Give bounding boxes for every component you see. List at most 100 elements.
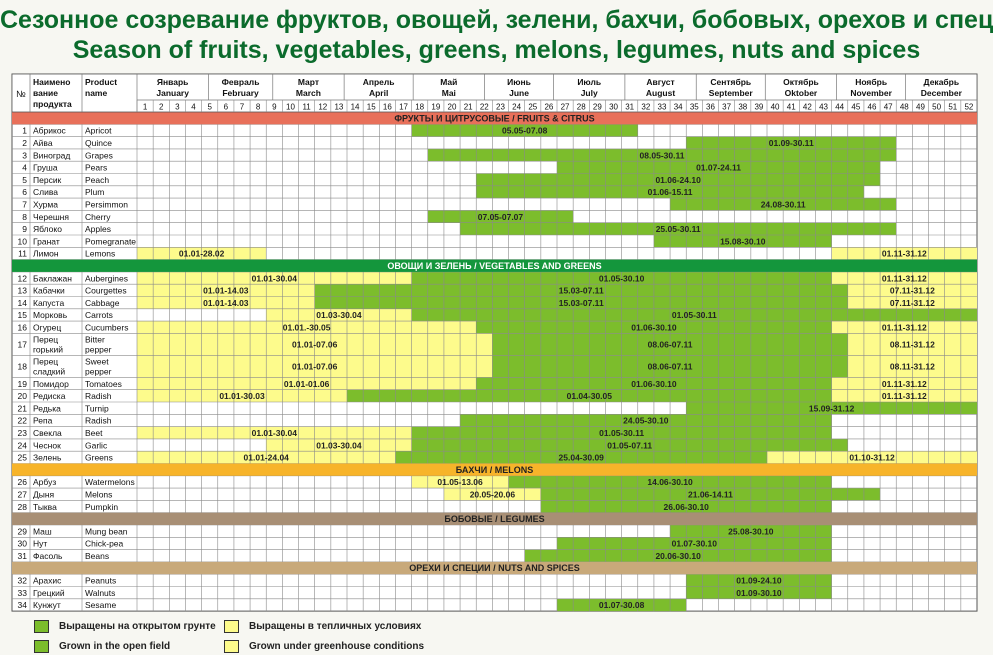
week-number: 48 bbox=[900, 103, 909, 112]
row-name-en: Pears bbox=[85, 163, 107, 173]
bar-label: 01.06-30.10 bbox=[631, 379, 677, 389]
bar-label: 01.09-30.11 bbox=[769, 138, 814, 148]
bar-label: 25.05-30.11 bbox=[656, 224, 701, 234]
bar-label: 26.06-30.10 bbox=[664, 502, 710, 512]
bar-12-44 bbox=[831, 271, 977, 285]
week-number: 24 bbox=[512, 103, 521, 112]
row-number: 19 bbox=[18, 379, 28, 389]
bar-label: 15.08-30.10 bbox=[720, 236, 766, 246]
bar-label: 08.05-30.11 bbox=[640, 150, 685, 160]
bar-25-40 bbox=[767, 451, 977, 464]
bar-label: 01.01-28.02 bbox=[179, 249, 225, 259]
row-name-ru: Слива bbox=[33, 187, 58, 197]
bar-label: 01.01-14.03 bbox=[203, 286, 249, 296]
bar-30-27 bbox=[557, 537, 832, 550]
row-number: 33 bbox=[18, 588, 28, 598]
bar-label: 15.03-07.11 bbox=[559, 286, 604, 296]
week-number: 10 bbox=[286, 103, 295, 112]
row-number: 21 bbox=[18, 403, 28, 413]
bar-label: 01.06-30.10 bbox=[631, 322, 677, 332]
bar-13-1 bbox=[137, 284, 315, 297]
row-name-ru: Лимон bbox=[33, 249, 59, 259]
week-number: 6 bbox=[224, 103, 229, 112]
bar-27-26 bbox=[540, 488, 881, 501]
month-ru: Ноябрь bbox=[855, 77, 887, 87]
week-number: 5 bbox=[207, 103, 212, 112]
row-number: 13 bbox=[18, 286, 28, 296]
week-number: 47 bbox=[884, 103, 893, 112]
row-number: 15 bbox=[18, 310, 28, 320]
bar-label: 01.11-31.12 bbox=[882, 391, 927, 401]
month-en: March bbox=[296, 88, 321, 98]
row-name-en: Aubergines bbox=[85, 273, 128, 283]
row-name-ru: Нут bbox=[33, 539, 47, 549]
row-name-ru: Чеснок bbox=[33, 440, 61, 450]
row-name-en: Grapes bbox=[85, 150, 113, 160]
week-number: 23 bbox=[496, 103, 505, 112]
bar-label: 08.06-07.11 bbox=[648, 362, 693, 372]
bar-8-19 bbox=[427, 210, 574, 223]
bar-16-44 bbox=[831, 321, 977, 334]
week-number: 33 bbox=[658, 103, 667, 112]
month-ru: Сентябрь bbox=[710, 77, 751, 87]
week-number: 37 bbox=[722, 103, 731, 112]
bar-label: 01.01-30.04 bbox=[252, 273, 298, 283]
row-name-ru: Редиска bbox=[33, 391, 66, 401]
row-name-ru: Фасоль bbox=[33, 551, 63, 561]
header-name-en: Product bbox=[85, 77, 117, 87]
legend: Выращены на открытом грунте Grown in the… bbox=[34, 620, 634, 655]
row-name-ru: Дыня bbox=[33, 489, 55, 499]
season-chart: ФРУКТЫ И ЦИТРУСОВЫЕ / FRUITS & CITRUS ОВО… bbox=[11, 73, 978, 612]
row-name-ru: Яблоко bbox=[33, 224, 62, 234]
row-number: 25 bbox=[18, 453, 28, 463]
row-name-ru: горький bbox=[33, 344, 63, 354]
row-number: 29 bbox=[18, 526, 28, 536]
legend-open-en: Grown in the open field bbox=[34, 640, 170, 653]
bar-label: 21.06-14.11 bbox=[688, 489, 733, 499]
row-name-en: Radish bbox=[85, 416, 112, 426]
bar-label: 01.09-30.10 bbox=[736, 588, 782, 598]
month-en: September bbox=[709, 88, 754, 98]
row-name-ru: Абрикос bbox=[33, 126, 67, 136]
row-number: 32 bbox=[18, 576, 28, 586]
row-name-ru: Маш bbox=[33, 526, 52, 536]
bar-label: 01.05-07.11 bbox=[607, 440, 652, 450]
header-name-en: name bbox=[85, 88, 107, 98]
row-number: 17 bbox=[18, 340, 28, 350]
bar-10-33 bbox=[653, 235, 832, 248]
week-number: 7 bbox=[240, 103, 245, 112]
bar-22-21 bbox=[460, 414, 832, 427]
month-en: Oktober bbox=[785, 88, 818, 98]
category-title-0: ФРУКТЫ И ЦИТРУСОВЫЕ / FRUITS & CITRUS bbox=[394, 113, 594, 123]
row-number: 1 bbox=[22, 126, 27, 136]
row-number: 5 bbox=[22, 175, 27, 185]
bar-label: 01.01-01.06 bbox=[284, 379, 330, 389]
week-number: 28 bbox=[577, 103, 586, 112]
bar-label: 01.07-30.10 bbox=[672, 539, 718, 549]
bar-11-44 bbox=[831, 247, 977, 260]
bar-label: 01.10-31.12 bbox=[849, 453, 895, 463]
week-number: 1 bbox=[143, 103, 148, 112]
bar-15-18 bbox=[411, 308, 978, 322]
month-ru: Апрель bbox=[363, 77, 395, 87]
row-name-ru: Репа bbox=[33, 416, 53, 426]
bar-label: 24.05-30.10 bbox=[623, 416, 669, 426]
bar-15-9 bbox=[266, 308, 412, 322]
week-number: 36 bbox=[706, 103, 715, 112]
month-en: January bbox=[156, 88, 189, 98]
row-name-ru: Черешня bbox=[33, 212, 69, 222]
bar-19-1 bbox=[137, 377, 477, 390]
bar-label: 01.06-24.10 bbox=[655, 175, 701, 185]
row-name-ru: Кабачки bbox=[33, 286, 65, 296]
row-name-ru: Груша bbox=[33, 163, 58, 173]
row-name-en: Cherry bbox=[85, 212, 111, 222]
week-number: 34 bbox=[674, 103, 683, 112]
row-number: 30 bbox=[18, 539, 28, 549]
category-title-4: ОРЕХИ И СПЕЦИИ / NUTS AND SPICES bbox=[409, 563, 580, 573]
bar-label: 05.05-07.08 bbox=[502, 126, 548, 136]
bar-label: 20.05-20.06 bbox=[470, 489, 516, 499]
bar-16-1 bbox=[137, 321, 477, 334]
row-name-en: Turnip bbox=[85, 403, 109, 413]
row-number: 14 bbox=[18, 298, 28, 308]
week-number: 4 bbox=[191, 103, 196, 112]
